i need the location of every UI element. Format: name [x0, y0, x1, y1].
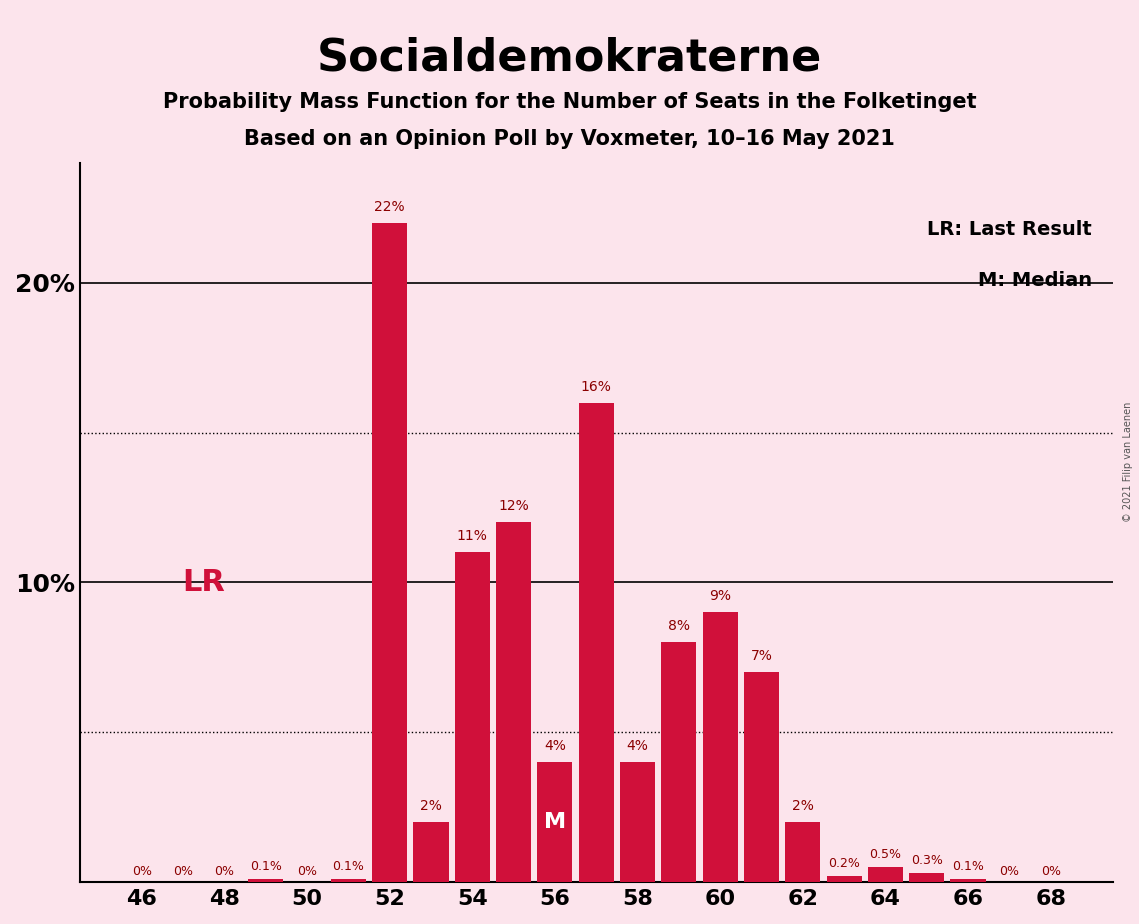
Text: Based on an Opinion Poll by Voxmeter, 10–16 May 2021: Based on an Opinion Poll by Voxmeter, 10…: [244, 129, 895, 150]
Text: LR: LR: [182, 568, 226, 597]
Text: M: Median: M: Median: [977, 271, 1092, 290]
Text: 4%: 4%: [626, 739, 648, 753]
Bar: [497, 522, 531, 882]
Bar: [785, 822, 820, 882]
Text: 0%: 0%: [1041, 865, 1060, 878]
Bar: [703, 613, 738, 882]
Bar: [372, 223, 408, 882]
Text: 9%: 9%: [710, 590, 731, 603]
Bar: [620, 762, 655, 882]
Text: 0%: 0%: [999, 865, 1019, 878]
Bar: [950, 879, 985, 882]
Bar: [413, 822, 449, 882]
Text: 0.2%: 0.2%: [828, 857, 860, 870]
Text: 0.1%: 0.1%: [249, 860, 281, 873]
Bar: [248, 879, 284, 882]
Text: 4%: 4%: [544, 739, 566, 753]
Text: © 2021 Filip van Laenen: © 2021 Filip van Laenen: [1123, 402, 1133, 522]
Bar: [868, 867, 903, 882]
Text: 16%: 16%: [581, 380, 612, 394]
Text: 2%: 2%: [792, 799, 813, 813]
Bar: [744, 673, 779, 882]
Text: 22%: 22%: [375, 200, 405, 213]
Text: 11%: 11%: [457, 529, 487, 543]
Text: 0.1%: 0.1%: [952, 860, 984, 873]
Text: 0%: 0%: [297, 865, 317, 878]
Text: 0.3%: 0.3%: [911, 854, 943, 867]
Text: 0%: 0%: [214, 865, 235, 878]
Bar: [579, 403, 614, 882]
Text: 7%: 7%: [751, 650, 772, 663]
Text: Probability Mass Function for the Number of Seats in the Folketinget: Probability Mass Function for the Number…: [163, 92, 976, 113]
Bar: [827, 876, 861, 882]
Bar: [330, 879, 366, 882]
Bar: [662, 642, 696, 882]
Text: LR: Last Result: LR: Last Result: [927, 221, 1092, 239]
Text: 0%: 0%: [173, 865, 194, 878]
Text: 12%: 12%: [498, 500, 528, 514]
Text: 0.5%: 0.5%: [869, 848, 901, 861]
Text: M: M: [543, 812, 566, 833]
Bar: [454, 553, 490, 882]
Text: 2%: 2%: [420, 799, 442, 813]
Text: 8%: 8%: [667, 619, 690, 633]
Bar: [909, 873, 944, 882]
Text: 0%: 0%: [132, 865, 151, 878]
Text: 0.1%: 0.1%: [333, 860, 364, 873]
Text: Socialdemokraterne: Socialdemokraterne: [317, 37, 822, 80]
Bar: [538, 762, 573, 882]
